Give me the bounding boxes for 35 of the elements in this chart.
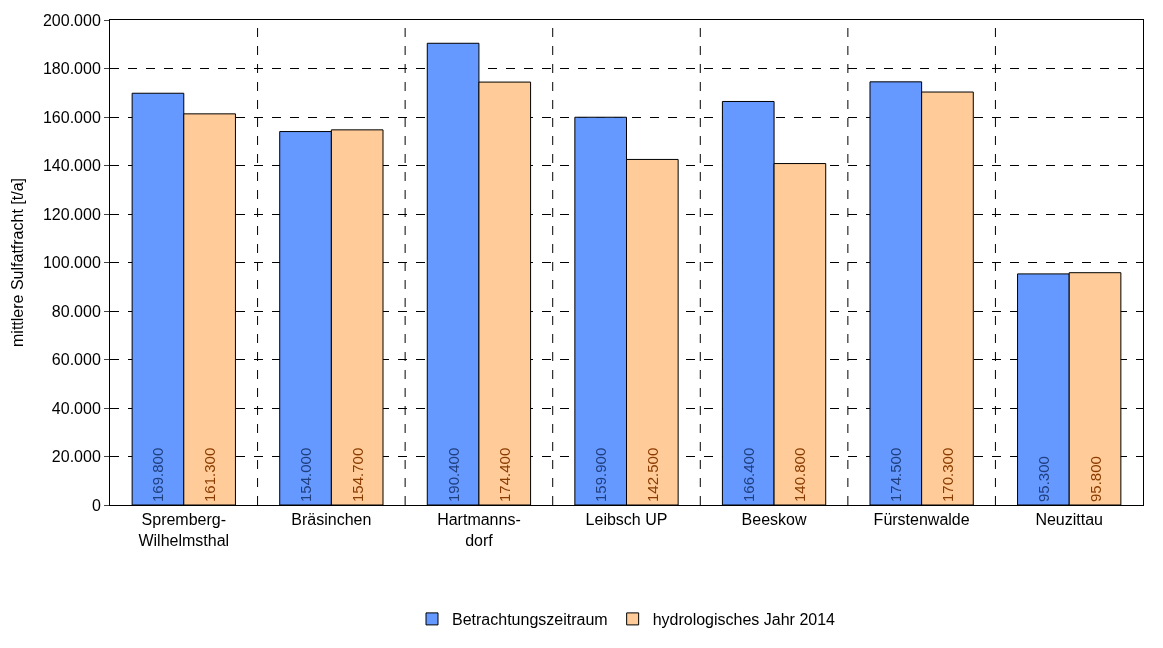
x-tick-label: Hartmanns- dorf: [437, 511, 521, 549]
y-tick-label: 100.000: [42, 254, 101, 272]
legend-label: Betrachtungszeitraum: [452, 611, 608, 629]
data-label: 159.900: [592, 447, 610, 502]
data-label: 174.400: [496, 447, 514, 502]
y-axis-title: mittlere Sulfatfracht [t/a]: [8, 178, 26, 347]
x-tick-label: Spremberg- Wilhelmsthal: [138, 511, 230, 549]
data-label: 142.500: [643, 447, 661, 502]
data-label: 190.400: [444, 447, 462, 502]
y-tick-label: 60.000: [51, 351, 101, 369]
y-tick-label: 80.000: [51, 302, 101, 320]
data-label: 161.300: [201, 447, 219, 502]
y-tick-label: 40.000: [51, 399, 101, 417]
data-label: 154.000: [297, 447, 315, 502]
data-label: 140.800: [791, 447, 809, 502]
data-label: 154.700: [348, 447, 366, 502]
y-tick-label: 200.000: [42, 11, 101, 29]
y-tick-label: 20.000: [51, 448, 101, 466]
x-tick-label: Bräsinchen: [291, 511, 372, 529]
data-label: 170.300: [938, 447, 956, 502]
x-tick-label: Leibsch UP: [585, 511, 668, 529]
data-label: 95.300: [1034, 456, 1052, 502]
legend-label: hydrologisches Jahr 2014: [652, 611, 836, 629]
y-tick-label: 160.000: [42, 108, 101, 126]
data-label: 95.800: [1086, 456, 1104, 502]
x-tick-label: Fürstenwalde: [873, 511, 970, 529]
x-tick-label: Neuzittau: [1035, 511, 1104, 529]
data-label: 166.400: [739, 447, 757, 502]
x-tick-label: Beeskow: [741, 511, 807, 529]
y-tick-label: 0: [91, 496, 101, 514]
data-label: 174.500: [887, 447, 905, 502]
data-label: 169.800: [149, 447, 167, 502]
y-tick-label: 140.000: [42, 157, 101, 175]
y-tick-label: 120.000: [42, 205, 101, 223]
y-tick-label: 180.000: [42, 60, 101, 78]
